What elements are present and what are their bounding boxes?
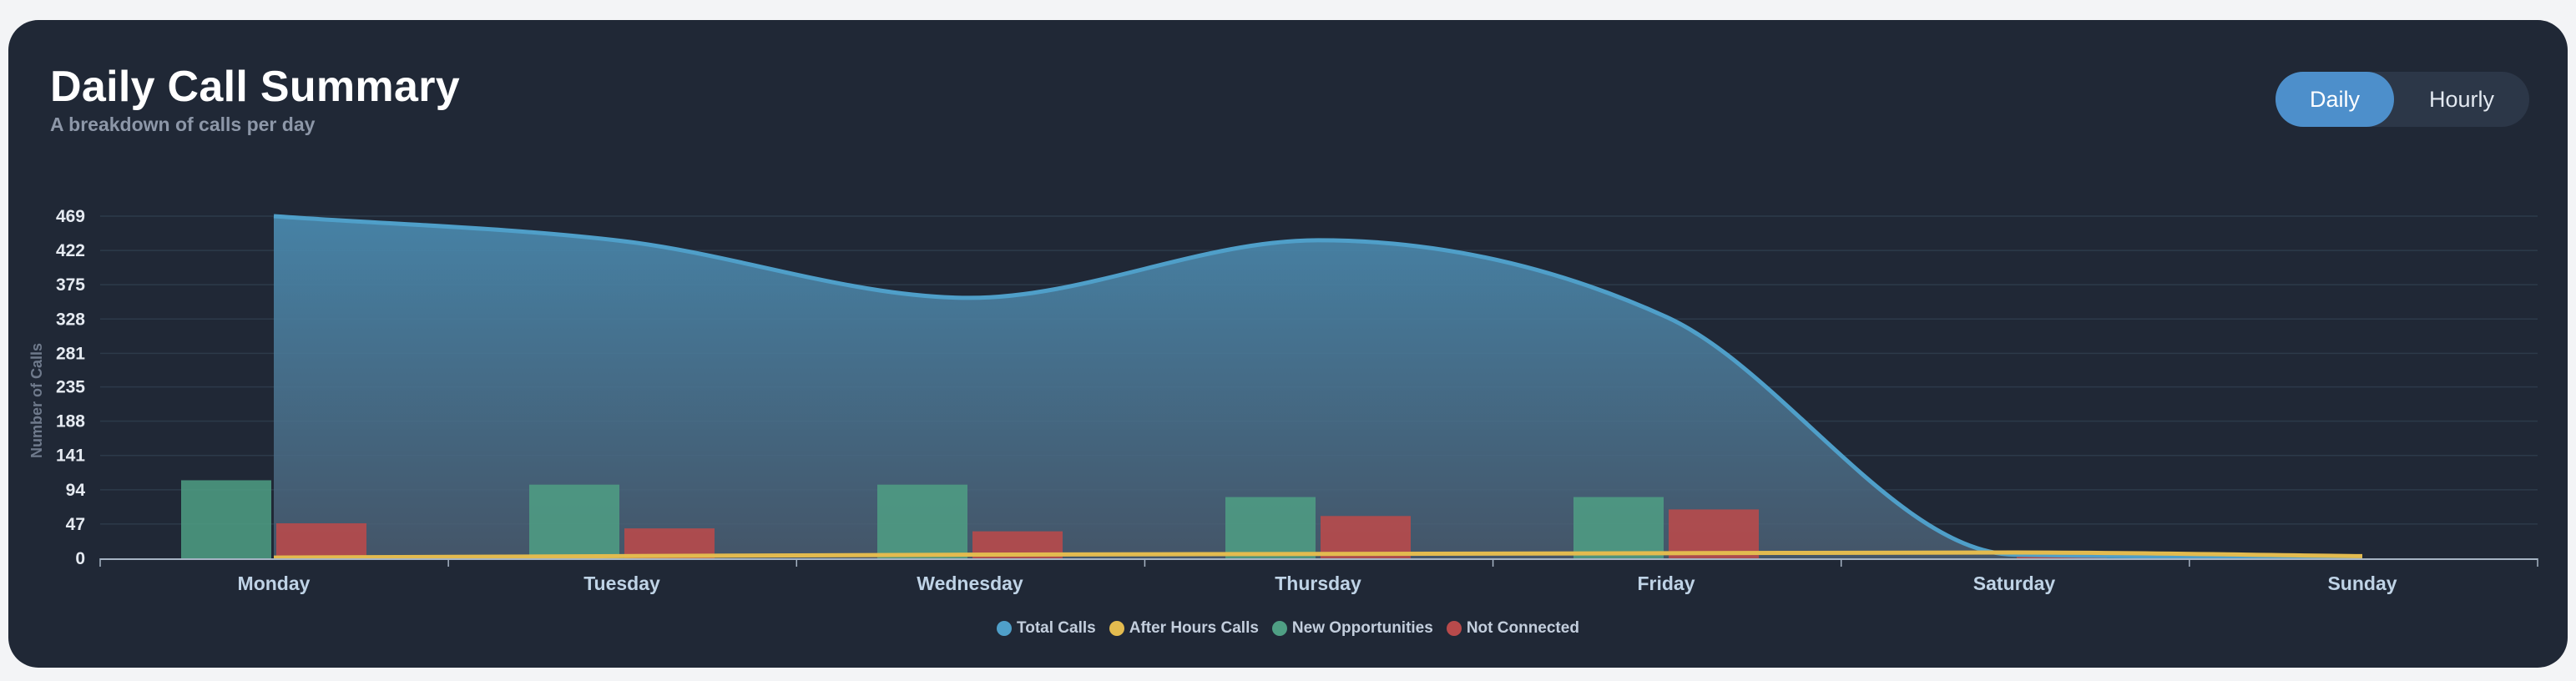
x-tick-label: Sunday: [2327, 573, 2397, 594]
total-calls-line: [273, 214, 2363, 559]
legend-item-new-opportunities[interactable]: New Opportunities: [1271, 619, 1433, 638]
page-title: Daily Call Summary: [50, 63, 460, 111]
legend-label: After Hours Calls: [1129, 619, 1259, 637]
bar-new-opportunities: [181, 480, 271, 558]
legend-label: Not Connected: [1466, 619, 1579, 637]
legend-label: Total Calls: [1017, 619, 1096, 637]
y-tick-label: 47: [66, 515, 85, 534]
toggle-daily-button[interactable]: Daily: [2275, 72, 2394, 127]
bar-new-opportunities: [529, 484, 619, 558]
x-tick-label: Wednesday: [917, 573, 1023, 594]
bar-new-opportunities: [1573, 497, 1664, 558]
after-hours-calls-line: [273, 550, 2363, 560]
y-tick-label: 141: [56, 446, 85, 466]
legend-dot-not-connected: [1446, 621, 1462, 636]
bar-not-connected: [624, 528, 715, 558]
bar-new-opportunities: [1225, 497, 1316, 558]
y-tick-label: 0: [75, 549, 85, 568]
x-tick-label: Tuesday: [583, 573, 660, 594]
x-tick-label: Thursday: [1275, 573, 1361, 594]
y-tick-label: 281: [56, 344, 85, 363]
x-tick-label: Saturday: [1973, 573, 2056, 594]
y-tick-label: 328: [56, 310, 85, 329]
bar-not-connected: [276, 523, 366, 558]
legend-item-after-hours-calls[interactable]: After Hours Calls: [1109, 619, 1259, 638]
chart-card: Daily Call Summary A breakdown of calls …: [8, 20, 2568, 668]
view-toggle: Daily Hourly: [2275, 72, 2529, 127]
y-tick-label: 375: [56, 275, 85, 295]
y-axis-label: Number of Calls: [28, 343, 45, 458]
toggle-hourly-button[interactable]: Hourly: [2428, 87, 2495, 112]
x-tick-label: Monday: [238, 573, 311, 594]
y-tick-label: 235: [56, 378, 85, 397]
legend-item-not-connected[interactable]: Not Connected: [1446, 619, 1579, 638]
chart-legend: Total Calls After Hours Calls New Opport…: [8, 616, 2568, 641]
call-summary-chart: 0 47 94 141 188 235 281 328 375 422 469 Monday Tuesd…: [28, 207, 2538, 594]
total-calls-area: [274, 216, 2362, 558]
page-subtitle: A breakdown of calls per day: [50, 114, 316, 135]
bar-not-connected: [2017, 557, 2107, 558]
y-tick-label: 469: [56, 207, 85, 226]
legend-dot-total-calls: [997, 621, 1013, 636]
y-tick-label: 422: [56, 241, 85, 260]
y-tick-label: 94: [66, 481, 86, 500]
bar-not-connected: [1321, 516, 1411, 558]
y-tick-label: 188: [56, 412, 85, 431]
legend-item-total-calls[interactable]: Total Calls: [997, 619, 1096, 638]
legend-dot-after-hours-calls: [1109, 621, 1124, 636]
bar-not-connected: [1669, 509, 1759, 558]
x-tick-label: Friday: [1637, 573, 1695, 594]
bar-new-opportunities: [877, 484, 967, 558]
legend-label: New Opportunities: [1291, 619, 1433, 637]
legend-dot-new-opportunities: [1271, 621, 1287, 636]
